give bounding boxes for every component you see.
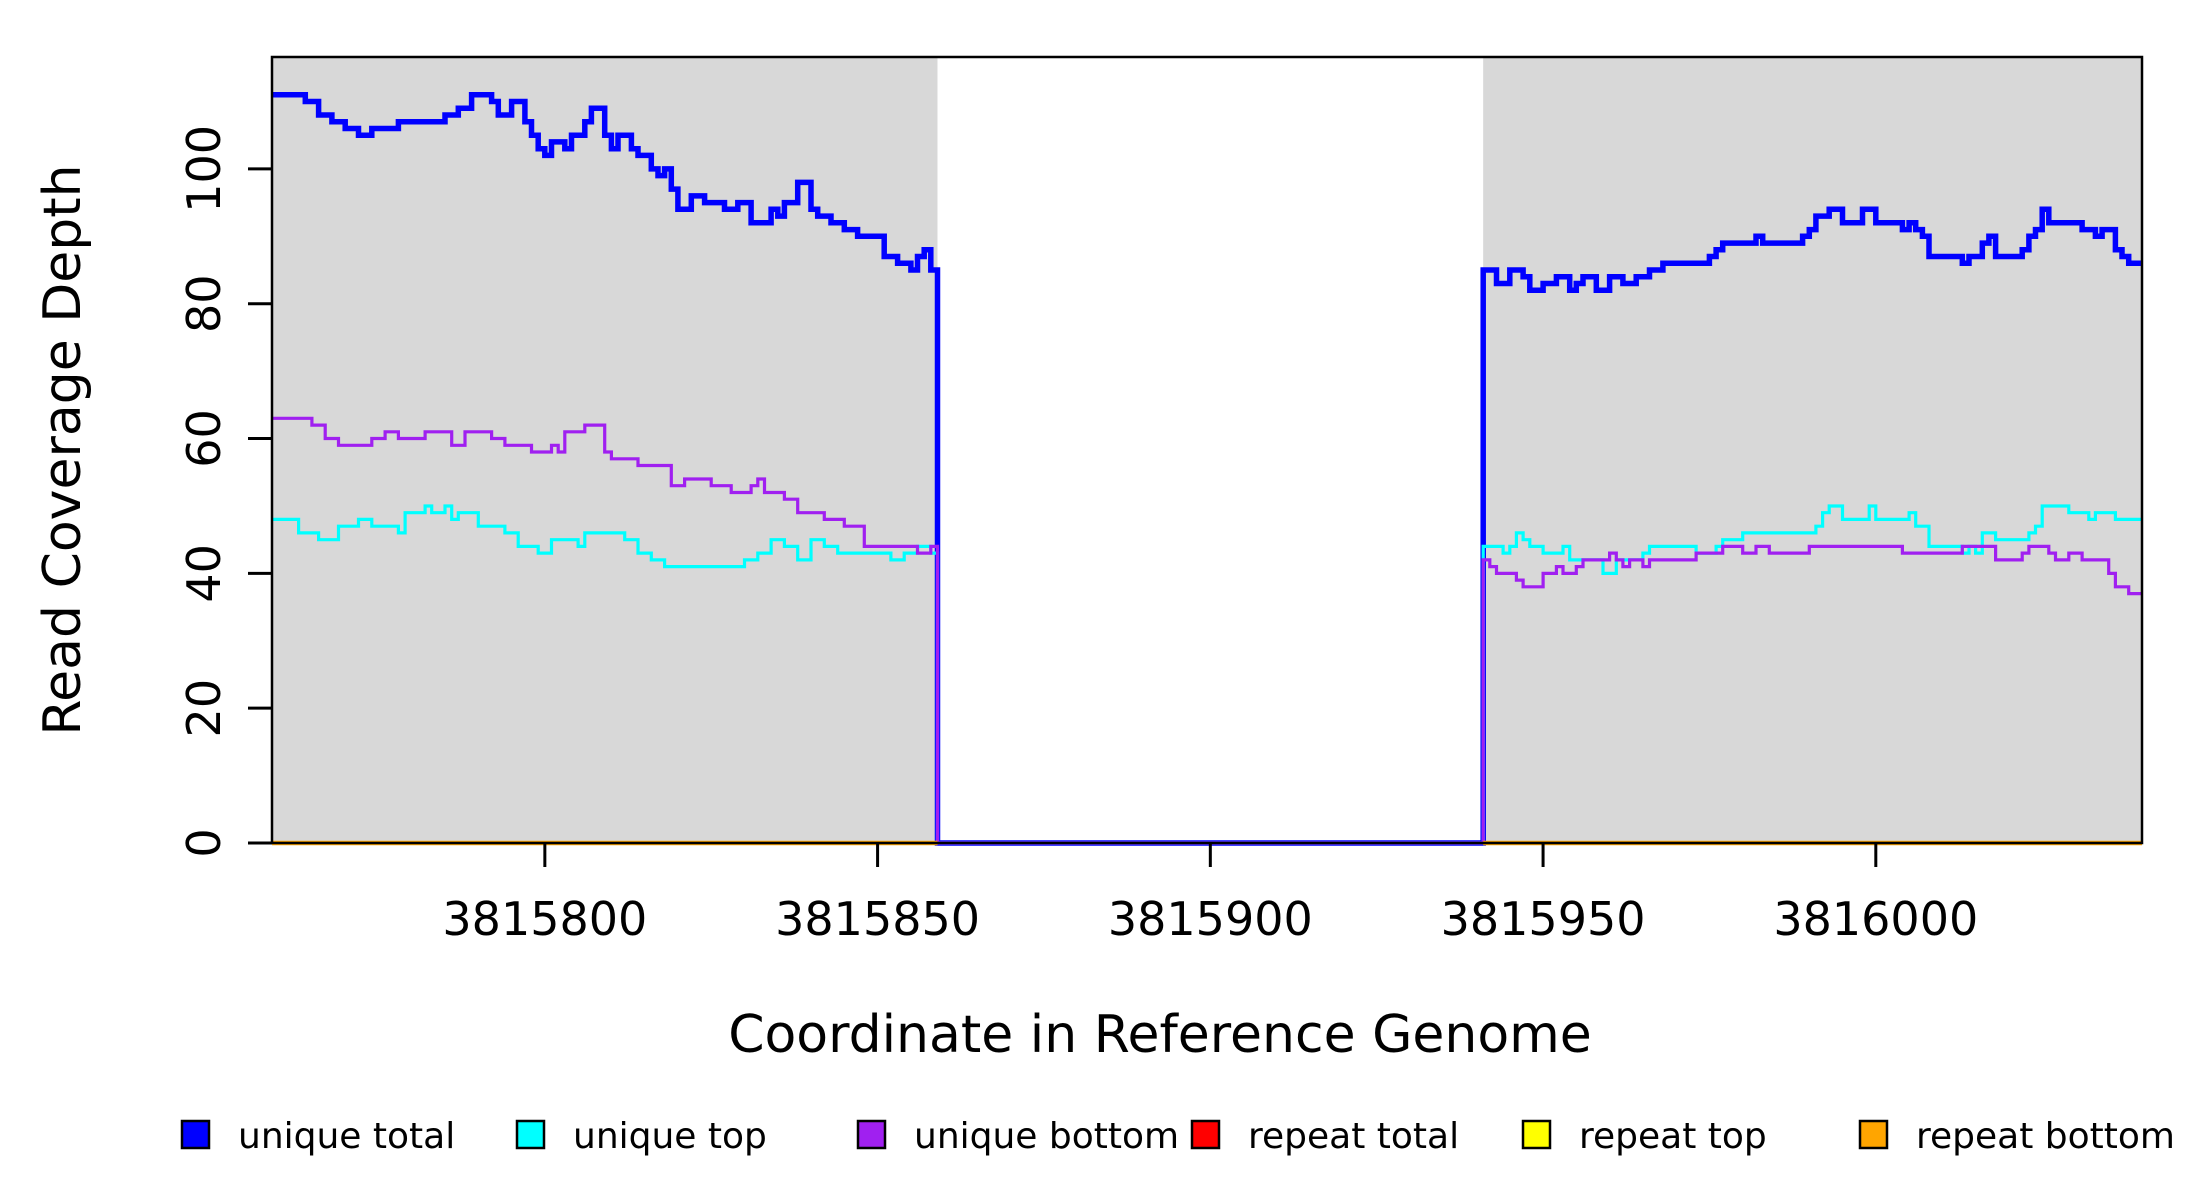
plot-frame bbox=[270, 55, 2144, 845]
y-tick-label: 20 bbox=[177, 679, 231, 738]
x-tick-label: 3815850 bbox=[775, 892, 980, 946]
x-tick-label: 3816000 bbox=[1773, 892, 1978, 946]
shaded-regions bbox=[272, 57, 2142, 843]
x-axis-title: Coordinate in Reference Genome bbox=[728, 1005, 1592, 1065]
legend-swatch-repeat-total bbox=[1190, 1119, 1221, 1150]
legend-swatch-unique-top bbox=[515, 1119, 546, 1150]
series-unique-top bbox=[272, 504, 2142, 845]
plot-box bbox=[270, 55, 2144, 845]
legend-item: repeat total bbox=[1190, 1116, 1459, 1157]
legend-label: unique total bbox=[238, 1116, 455, 1157]
x-tick-label: 3815800 bbox=[442, 892, 647, 946]
legend-swatch-repeat-top bbox=[1521, 1119, 1552, 1150]
legend-swatch-repeat-bottom bbox=[1858, 1119, 1889, 1150]
legend-label: unique top bbox=[573, 1116, 767, 1157]
legend-item: repeat bottom bbox=[1858, 1116, 2175, 1157]
shaded-region bbox=[1483, 57, 2142, 843]
legend-item: unique top bbox=[515, 1116, 767, 1157]
legend-label: repeat bottom bbox=[1916, 1116, 2175, 1157]
legend-label: unique bottom bbox=[914, 1116, 1179, 1157]
y-tick-label: 100 bbox=[177, 125, 231, 213]
legend-swatch-unique-total bbox=[180, 1119, 211, 1150]
legend: unique total unique top unique bottom repea… bbox=[180, 1116, 2175, 1157]
legend-label: repeat total bbox=[1248, 1116, 1459, 1157]
x-tick-label: 3815900 bbox=[1108, 892, 1313, 946]
series-unique-total bbox=[272, 91, 2142, 846]
axis-ticks: 3815800 3815850 3815900 3815950 3816000 0 20 40… bbox=[177, 125, 1978, 946]
y-tick-label: 80 bbox=[177, 274, 231, 333]
legend-swatch-unique-bottom bbox=[856, 1119, 887, 1150]
x-tick-label: 3815950 bbox=[1441, 892, 1646, 946]
legend-item: repeat top bbox=[1521, 1116, 1767, 1157]
y-tick-label: 40 bbox=[177, 544, 231, 603]
legend-label: repeat top bbox=[1579, 1116, 1767, 1157]
y-tick-label: 0 bbox=[177, 828, 231, 857]
y-axis-title: Read Coverage Depth bbox=[33, 164, 93, 735]
legend-item: unique bottom bbox=[856, 1116, 1179, 1157]
y-tick-label: 60 bbox=[177, 409, 231, 468]
legend-item: unique total bbox=[180, 1116, 455, 1157]
